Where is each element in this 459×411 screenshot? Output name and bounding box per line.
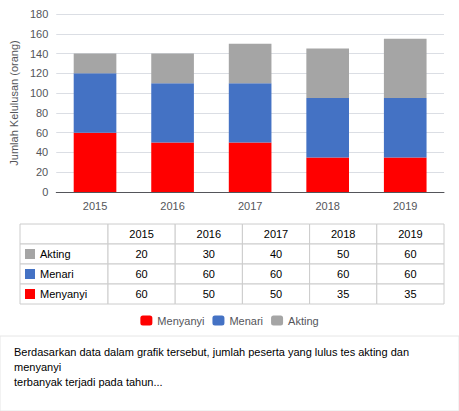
svg-text:40: 40 [36,146,48,158]
svg-text:35: 35 [337,288,349,300]
svg-text:menyanyi: menyanyi [14,361,61,373]
svg-text:2017: 2017 [238,200,262,212]
svg-text:40: 40 [270,248,282,260]
svg-text:2016: 2016 [197,228,221,240]
svg-text:80: 80 [36,107,48,119]
svg-text:Menyanyi: Menyanyi [40,288,87,300]
svg-text:60: 60 [270,268,282,280]
svg-text:50: 50 [203,288,215,300]
svg-text:60: 60 [337,268,349,280]
svg-text:2017: 2017 [264,228,288,240]
svg-text:140: 140 [30,48,48,60]
svg-text:20: 20 [135,248,147,260]
svg-text:20: 20 [36,166,48,178]
svg-text:2018: 2018 [315,200,339,212]
svg-text:2015: 2015 [129,228,153,240]
svg-text:Akting: Akting [40,248,71,260]
svg-text:2016: 2016 [160,200,184,212]
svg-text:60: 60 [404,248,416,260]
svg-text:35: 35 [404,288,416,300]
svg-text:Menyanyi: Menyanyi [157,315,204,327]
svg-text:60: 60 [203,268,215,280]
svg-text:50: 50 [270,288,282,300]
svg-text:2015: 2015 [83,200,107,212]
svg-text:180: 180 [30,8,48,20]
svg-text:60: 60 [135,288,147,300]
svg-text:2019: 2019 [393,200,417,212]
svg-text:50: 50 [337,248,349,260]
svg-text:terbanyak terjadi pada tahun..: terbanyak terjadi pada tahun... [14,376,163,388]
svg-text:120: 120 [30,67,48,79]
svg-text:Berdasarkan data dalam grafik: Berdasarkan data dalam grafik tersebut, … [14,346,412,358]
svg-text:0: 0 [42,186,48,198]
svg-text:100: 100 [30,87,48,99]
svg-text:Menari: Menari [40,268,74,280]
svg-text:60: 60 [404,268,416,280]
svg-text:Jumlah Kelulusan (orang): Jumlah Kelulusan (orang) [8,40,20,165]
svg-text:2018: 2018 [331,228,355,240]
svg-text:Akting: Akting [288,315,319,327]
svg-text:2019: 2019 [398,228,422,240]
svg-text:60: 60 [36,127,48,139]
svg-text:60: 60 [135,268,147,280]
svg-text:160: 160 [30,28,48,40]
svg-text:30: 30 [203,248,215,260]
svg-text:Menari: Menari [229,315,263,327]
